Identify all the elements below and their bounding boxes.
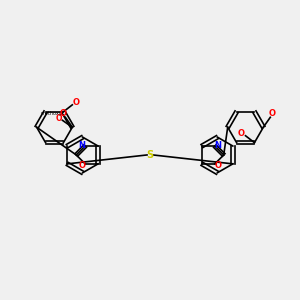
Text: N: N bbox=[214, 140, 221, 149]
Text: N: N bbox=[79, 140, 86, 149]
Text: O: O bbox=[269, 109, 276, 118]
Text: O: O bbox=[55, 114, 62, 123]
Text: O: O bbox=[60, 109, 67, 118]
Text: O: O bbox=[214, 161, 221, 170]
Text: methoxy: methoxy bbox=[41, 111, 62, 116]
Text: O: O bbox=[79, 161, 86, 170]
Text: O: O bbox=[238, 129, 245, 138]
Text: O: O bbox=[73, 98, 80, 107]
Text: S: S bbox=[146, 150, 154, 160]
